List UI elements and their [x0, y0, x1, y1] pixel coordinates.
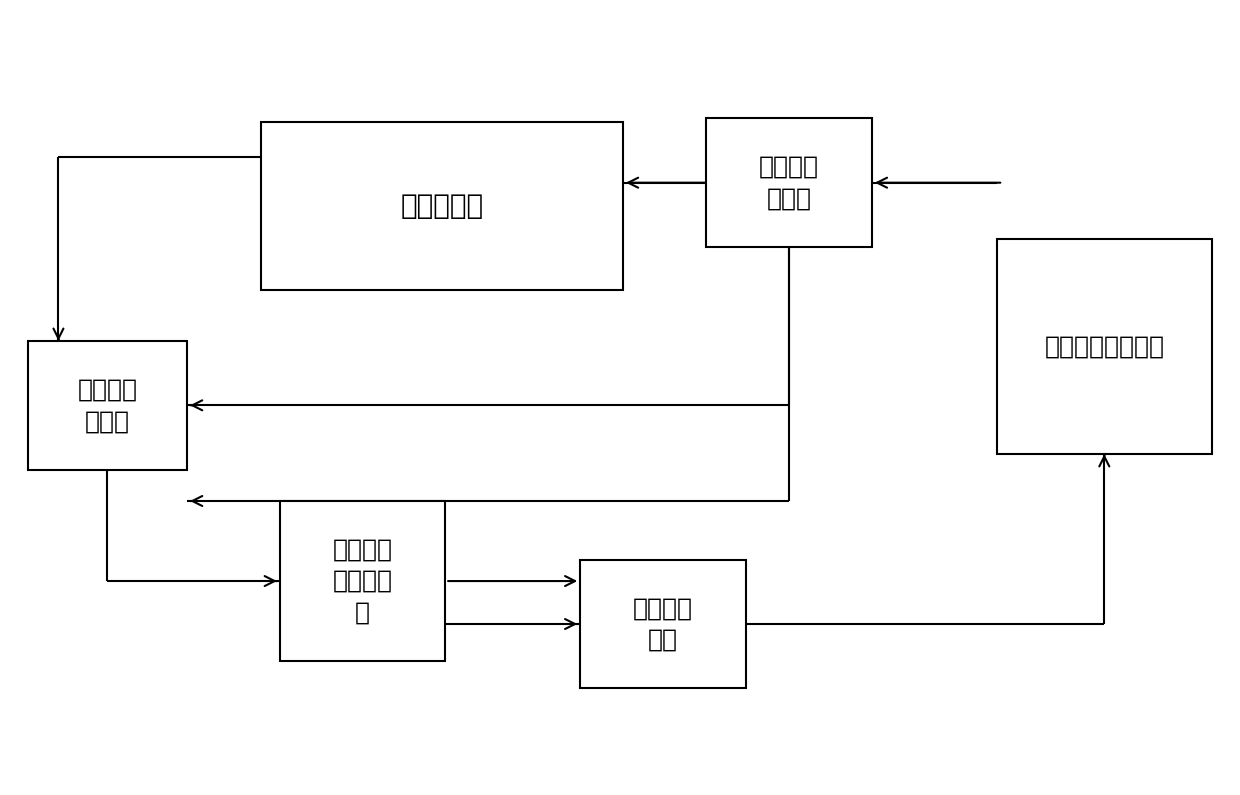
Text: 温等静压机工作缸: 温等静压机工作缸: [1044, 335, 1164, 359]
Text: 水冷式冷
却器: 水冷式冷 却器: [632, 596, 693, 652]
Text: 两位三通
气控阀: 两位三通 气控阀: [759, 155, 820, 211]
Bar: [580, 560, 745, 688]
Text: 介质油油箱: 介质油油箱: [401, 192, 484, 220]
Bar: [707, 118, 872, 247]
Bar: [262, 122, 622, 290]
Bar: [27, 341, 187, 470]
Bar: [280, 501, 445, 661]
Text: 两位三通
气控调节
阀: 两位三通 气控调节 阀: [332, 537, 393, 625]
Bar: [997, 239, 1211, 454]
Text: 两位三通
气控阀: 两位三通 气控阀: [77, 378, 138, 433]
